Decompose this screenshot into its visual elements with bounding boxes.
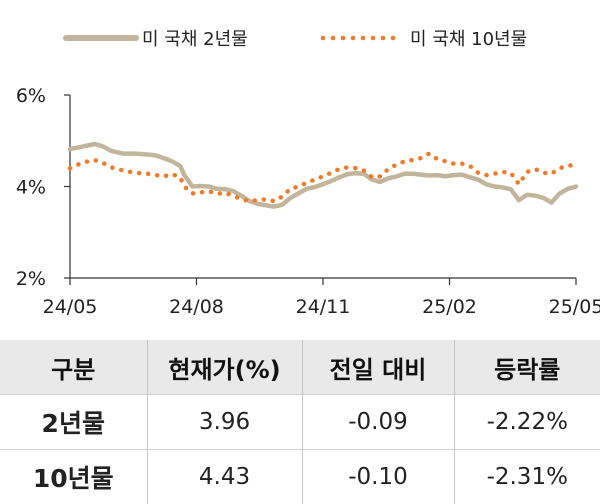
row-label: 2년물 <box>0 394 148 450</box>
legend-label-2y: 미 국채 2년물 <box>142 29 248 50</box>
row-rate: -2.22% <box>454 394 600 450</box>
legend-dot <box>320 35 326 41</box>
row-label: 10년물 <box>0 449 148 504</box>
row-rate: -2.31% <box>454 449 600 504</box>
legend-dot <box>330 35 336 41</box>
y-tick-label: 4% <box>16 177 46 199</box>
series-layer <box>67 141 579 209</box>
table-row: 2년물 3.96 -0.09 -2.22% <box>0 394 600 450</box>
legend-dot <box>340 35 346 41</box>
y-tick-label: 6% <box>16 85 46 107</box>
legend-dot <box>350 35 356 41</box>
yield-table: 구분 현재가(%) 전일 대비 등락률 2년물 3.96 -0.09 -2.22… <box>0 340 600 504</box>
legend: 미 국채 2년물 미 국채 10년물 <box>63 29 527 50</box>
header-category: 구분 <box>0 340 148 395</box>
legend-dot <box>390 35 396 41</box>
row-change: -0.09 <box>302 394 455 450</box>
legend-dot <box>360 35 366 41</box>
x-tick-label: 24/05 <box>43 296 98 318</box>
row-price: 3.96 <box>147 394 303 450</box>
x-ticks: 24/05 24/08 24/11 25/02 25/05 <box>43 278 600 318</box>
x-tick-label: 25/05 <box>549 296 600 318</box>
row-price: 4.43 <box>147 449 303 504</box>
legend-label-10y: 미 국채 10년물 <box>410 29 527 50</box>
y-ticks: 6% 4% 2% <box>16 85 70 290</box>
legend-dot <box>380 35 386 41</box>
header-price: 현재가(%) <box>147 340 303 395</box>
legend-dot <box>370 35 376 41</box>
x-tick-label: 24/11 <box>296 296 351 318</box>
table-row: 10년물 4.43 -0.10 -2.31% <box>0 449 600 504</box>
series-line-10y <box>67 151 579 204</box>
yield-chart: 미 국채 2년물 미 국채 10년물 6% 4% 2% 24/05 24/08 24/1… <box>16 29 600 318</box>
series-line-2y <box>67 141 579 209</box>
row-change: -0.10 <box>302 449 455 504</box>
y-tick-label: 2% <box>16 268 46 290</box>
header-rate: 등락률 <box>454 340 600 395</box>
x-tick-label: 25/02 <box>422 296 477 318</box>
table-header-row: 구분 현재가(%) 전일 대비 등락률 <box>0 340 600 395</box>
header-change: 전일 대비 <box>302 340 455 395</box>
legend-swatch-10y <box>320 35 396 41</box>
x-tick-label: 24/08 <box>169 296 224 318</box>
